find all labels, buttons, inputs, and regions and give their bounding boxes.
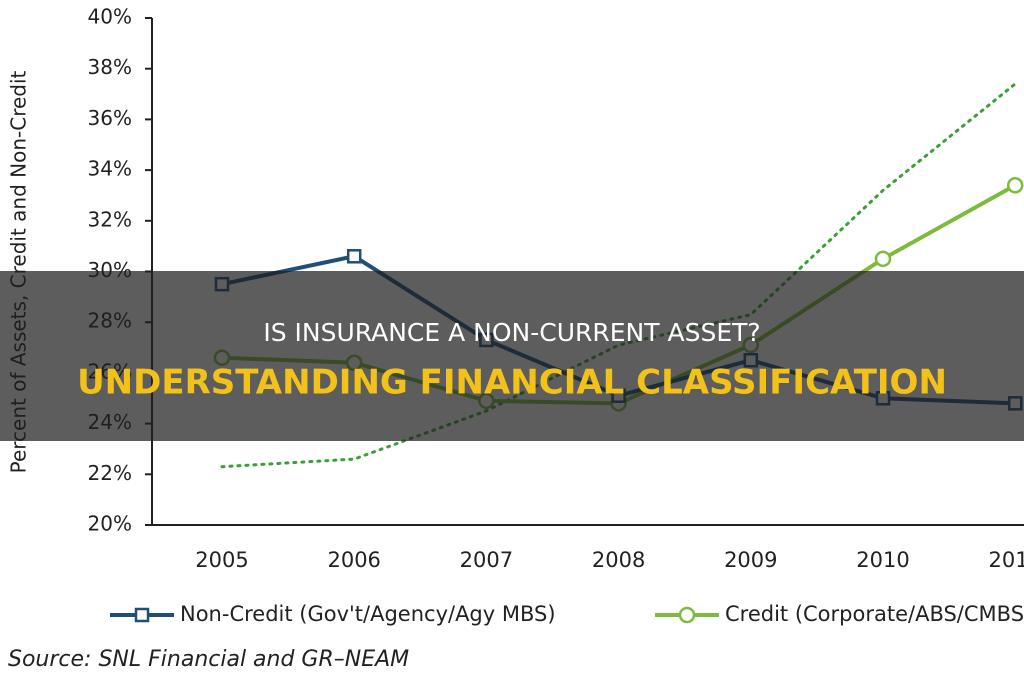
series-line: [220, 82, 1017, 469]
overlay-title: IS INSURANCE A NON-CURRENT ASSET?: [263, 318, 760, 347]
legend-marker: [678, 606, 696, 624]
source: Source: SNL Financial and GR–NEAM: [8, 647, 409, 672]
y-tick-label: 34%: [88, 157, 132, 181]
legend-marker: [134, 607, 150, 623]
overlay-band: [0, 271, 1024, 441]
x-tick-label: 2010: [856, 548, 909, 572]
x-tick-label: 2007: [460, 548, 513, 572]
x-tick-label: 2011: [988, 548, 1024, 572]
x-tick-label: 2009: [724, 548, 777, 572]
legend-label: Credit (Corporate/ABS/CMBS): [725, 602, 1024, 626]
y-tick-label: 22%: [88, 461, 132, 485]
y-tick-label: 40%: [88, 5, 132, 29]
point-marker: [874, 250, 892, 268]
x-tick-label: 2006: [327, 548, 380, 572]
y-tick-label: 32%: [88, 207, 132, 231]
legend-label: Non-Credit (Gov't/Agency/Agy MBS): [180, 602, 556, 626]
overlay-subtitle: UNDERSTANDING FINANCIAL CLASSIFICATION: [77, 363, 947, 403]
point-marker: [1006, 177, 1024, 194]
y-tick-label: 20%: [88, 512, 132, 536]
x-tick-label: 2005: [195, 548, 248, 572]
y-tick-label: 38%: [88, 55, 132, 79]
point-marker: [346, 249, 362, 264]
y-tick-label: 36%: [88, 106, 132, 130]
x-tick-label: 2008: [592, 548, 645, 572]
